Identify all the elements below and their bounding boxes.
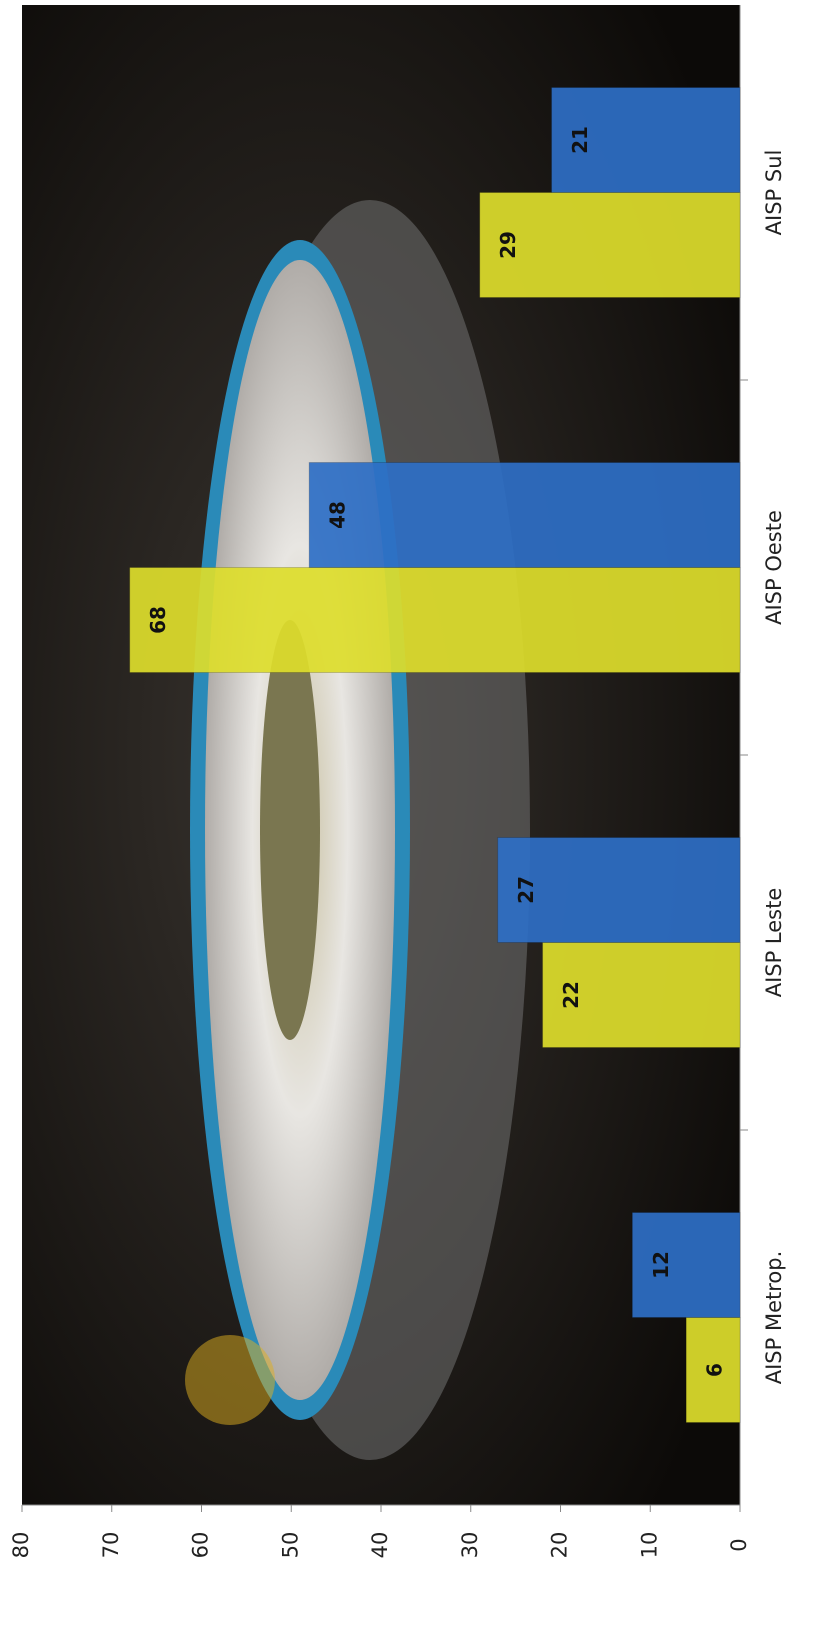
data-label: 68 bbox=[146, 606, 170, 634]
y-tick-label: 10 bbox=[637, 1532, 661, 1559]
bar bbox=[685, 1317, 741, 1423]
x-tick-label: AISP Oeste bbox=[762, 510, 786, 625]
bar bbox=[308, 462, 741, 568]
y-tick-label: 30 bbox=[458, 1532, 482, 1559]
data-label: 22 bbox=[559, 981, 583, 1009]
data-label: 6 bbox=[703, 1363, 727, 1377]
bar bbox=[129, 567, 741, 673]
y-tick-label: 20 bbox=[548, 1532, 572, 1559]
data-label: 21 bbox=[568, 126, 592, 154]
bar bbox=[551, 87, 741, 193]
data-label: 29 bbox=[496, 231, 520, 259]
x-tick-label: AISP Metrop. bbox=[762, 1251, 786, 1385]
bar bbox=[631, 1212, 741, 1318]
data-label: 48 bbox=[326, 501, 350, 529]
y-tick-label: 60 bbox=[189, 1532, 213, 1559]
data-label: 27 bbox=[514, 876, 538, 904]
y-tick-label: 80 bbox=[9, 1532, 33, 1559]
y-tick-label: 50 bbox=[278, 1532, 302, 1559]
bar bbox=[479, 192, 741, 298]
y-tick-label: 0 bbox=[727, 1538, 751, 1551]
x-tick-label: AISP Leste bbox=[762, 888, 786, 998]
x-tick-label: AISP Sul bbox=[762, 150, 786, 236]
bar bbox=[497, 837, 741, 943]
y-tick-label: 70 bbox=[99, 1532, 123, 1559]
data-label: 12 bbox=[649, 1251, 673, 1279]
y-tick-label: 40 bbox=[368, 1532, 392, 1559]
